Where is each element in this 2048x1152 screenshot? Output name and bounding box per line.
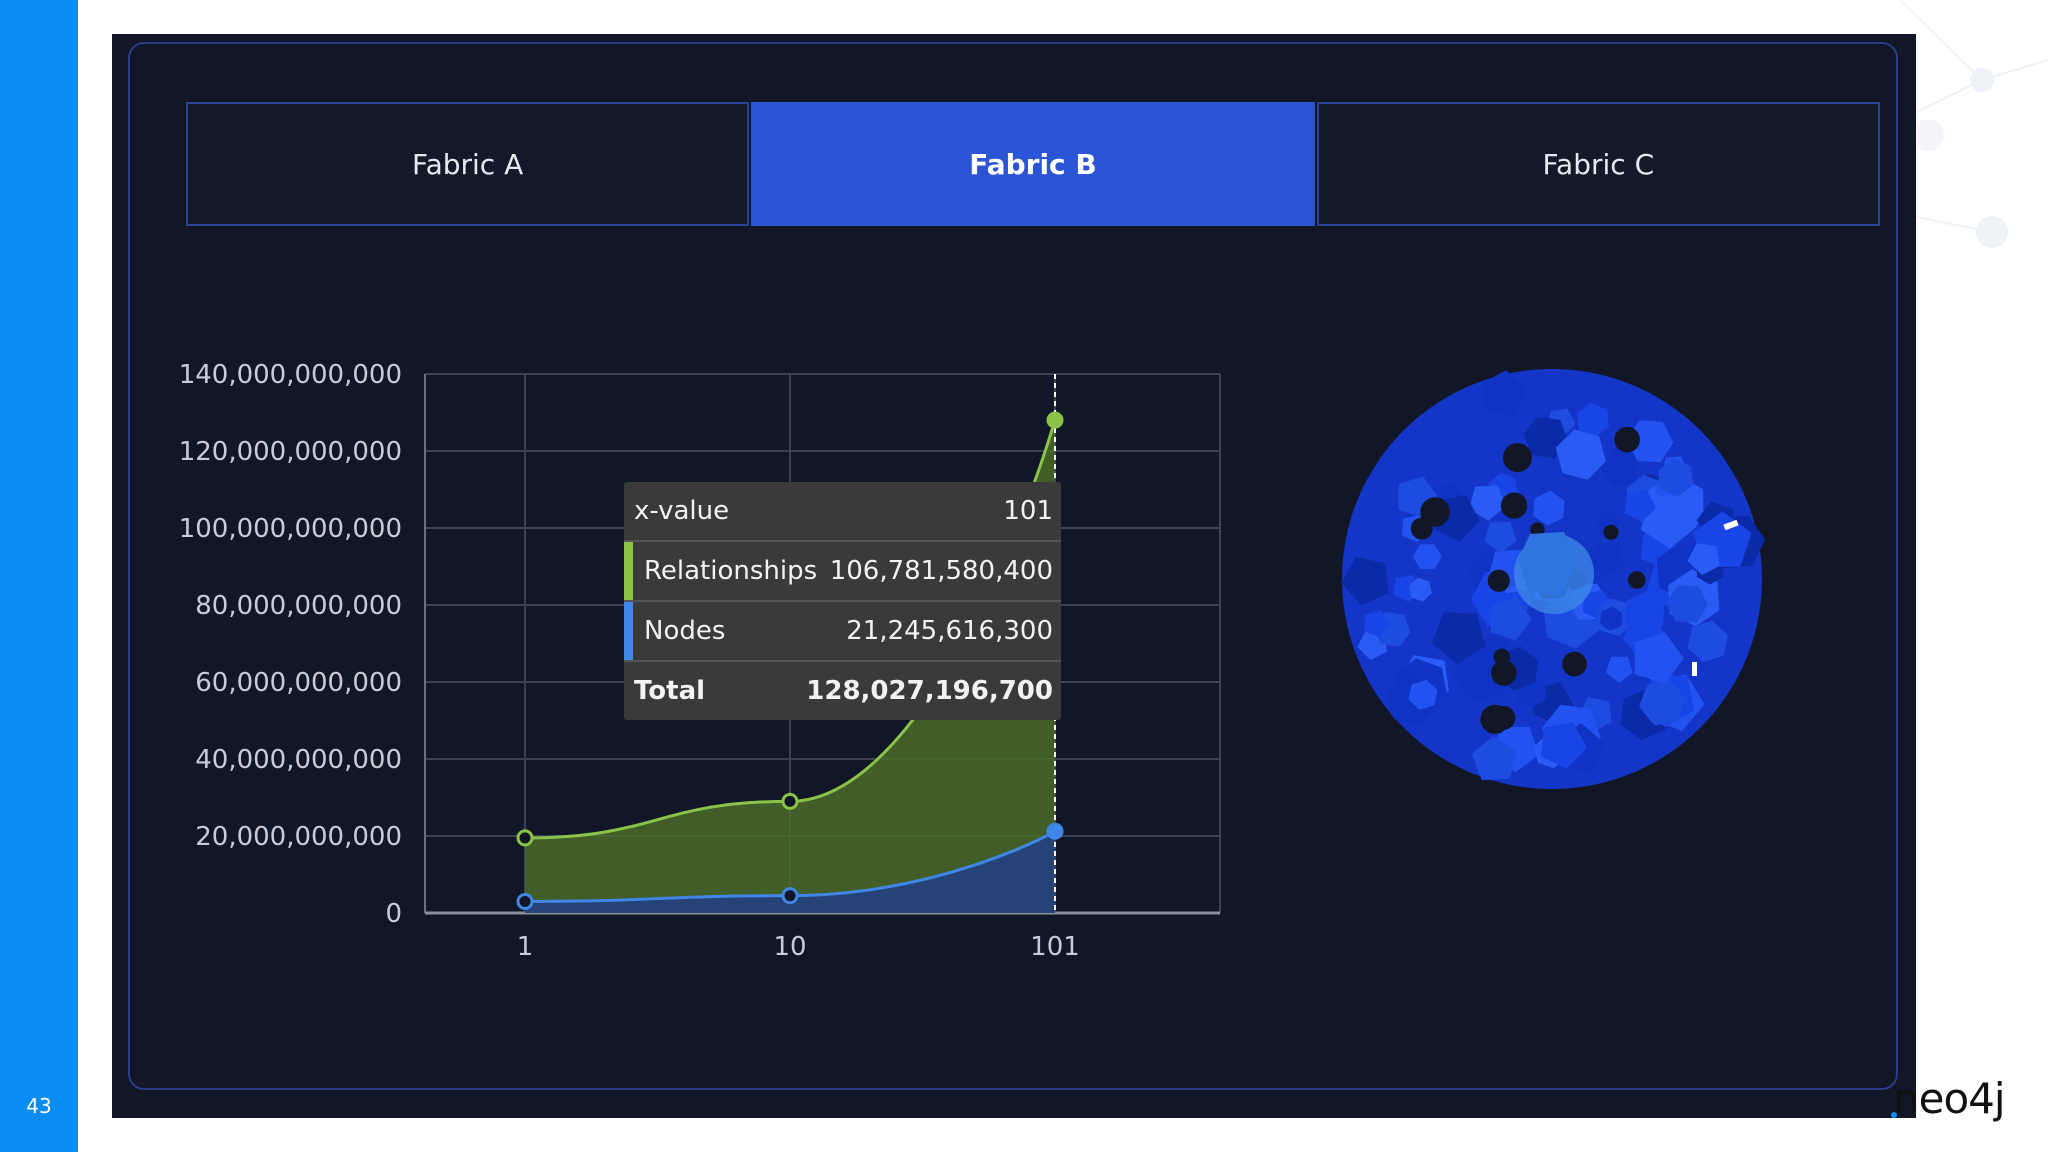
- dashboard-panel: Fabric A Fabric B Fabric C: [128, 42, 1898, 1090]
- sphere-node: [1600, 447, 1640, 487]
- sphere-gap: [1491, 660, 1517, 686]
- y-tick-label: 20,000,000,000: [195, 822, 402, 852]
- relationships-point: [1046, 411, 1064, 429]
- tooltip-total-label: Total: [634, 676, 706, 706]
- chart-tooltip: x-value 101 Relationships 106,781,580,40…: [624, 482, 1061, 720]
- nodes-swatch: [624, 602, 633, 660]
- sphere-node: [1624, 591, 1665, 636]
- sphere-node: [1340, 557, 1389, 606]
- tooltip-row-relationships: Relationships 106,781,580,400: [624, 542, 1061, 602]
- dashboard-stage: Fabric A Fabric B Fabric C 140,000,000,0…: [112, 34, 1916, 1118]
- relationships-point: [781, 792, 799, 810]
- nodes-area: [525, 831, 1055, 913]
- tooltip-total-row: Total 128,027,196,700: [624, 662, 1061, 720]
- y-tick-label: 120,000,000,000: [179, 437, 402, 467]
- sphere-node: [1687, 620, 1728, 663]
- sphere-node: [1469, 485, 1506, 521]
- slide-number: 43: [26, 1094, 52, 1118]
- tab-fabric-c[interactable]: Fabric C: [1316, 102, 1880, 226]
- tooltip-series-name: Nodes: [644, 616, 726, 646]
- tooltip-series-name: Relationships: [644, 556, 818, 586]
- sphere-gap: [1410, 517, 1433, 540]
- y-tick-label: 0: [385, 899, 402, 929]
- sphere-node: [1634, 632, 1684, 685]
- tooltip-total-value: 128,027,196,700: [806, 676, 1053, 706]
- y-tick-label: 100,000,000,000: [179, 514, 402, 544]
- sphere-node: [1687, 543, 1720, 575]
- sphere-node: [1431, 612, 1486, 665]
- sphere-node: [1533, 490, 1565, 526]
- sphere-node: [1626, 420, 1674, 463]
- tooltip-series-value: 106,781,580,400: [829, 556, 1053, 586]
- sphere-gap: [1562, 651, 1587, 677]
- y-tick-label: 80,000,000,000: [195, 591, 402, 621]
- tooltip-row-nodes: Nodes 21,245,616,300: [624, 602, 1061, 662]
- sphere-node: [1408, 679, 1438, 710]
- sphere-node: [1587, 541, 1624, 578]
- network-decoration: [1880, 0, 2048, 248]
- x-tick-label: 1: [517, 932, 534, 962]
- tooltip-x-value: 101: [1003, 496, 1053, 526]
- sphere-node: [1413, 544, 1442, 570]
- sphere-node: [1484, 521, 1517, 553]
- sphere-gap: [1614, 426, 1640, 453]
- tab-fabric-b[interactable]: Fabric B: [751, 102, 1315, 226]
- nodes-point: [1046, 822, 1064, 840]
- sphere-node: [1639, 680, 1686, 726]
- y-tick-label: 140,000,000,000: [179, 360, 402, 390]
- neo4j-logo: neo4j: [1893, 1074, 2006, 1123]
- relationships-point: [516, 829, 534, 847]
- relationships-area: [525, 420, 1055, 913]
- sphere-highlight: [1723, 519, 1739, 531]
- y-tick-label: 40,000,000,000: [195, 745, 402, 775]
- sphere-node: [1408, 577, 1432, 602]
- tooltip-series-value: 21,245,616,300: [846, 616, 1053, 646]
- fabric-tabs: Fabric A Fabric B Fabric C: [186, 102, 1880, 226]
- sphere-gap: [1480, 704, 1510, 734]
- sphere-node: [1364, 610, 1391, 638]
- sphere-gap: [1603, 524, 1619, 540]
- sphere-gap: [1487, 569, 1510, 592]
- sphere-gap: [1502, 442, 1532, 473]
- sphere-node: [1555, 429, 1606, 480]
- x-tick-label: 101: [1030, 932, 1080, 962]
- tooltip-x-row: x-value 101: [624, 482, 1061, 542]
- sphere-node: [1605, 656, 1633, 683]
- sphere-node: [1576, 402, 1609, 438]
- sphere-gap: [1627, 571, 1646, 589]
- sphere-node: [1658, 458, 1694, 497]
- sphere-gap: [1493, 648, 1511, 666]
- sphere-node: [1624, 490, 1657, 522]
- sphere-gap: [1500, 492, 1528, 519]
- relationships-swatch: [624, 542, 633, 600]
- sphere-node: [1666, 585, 1708, 623]
- sphere-node: [1600, 606, 1623, 631]
- graph-sphere-visualization[interactable]: [1332, 364, 1772, 804]
- sphere-node: [1540, 722, 1587, 769]
- tooltip-x-label: x-value: [634, 496, 730, 526]
- nodes-point: [516, 892, 534, 910]
- sphere-gap: [1530, 522, 1545, 537]
- logo-dot: [1891, 1112, 1897, 1118]
- sphere-node: [1471, 736, 1517, 781]
- x-tick-label: 10: [773, 932, 806, 962]
- left-accent-bar: [0, 0, 78, 1152]
- sphere-node: [1481, 370, 1527, 416]
- y-tick-label: 60,000,000,000: [195, 668, 402, 698]
- nodes-point: [781, 887, 799, 905]
- tab-fabric-a[interactable]: Fabric A: [186, 102, 750, 226]
- sphere-node: [1490, 597, 1532, 641]
- sphere-highlight: [1692, 662, 1697, 676]
- sphere-core-node: [1518, 532, 1578, 596]
